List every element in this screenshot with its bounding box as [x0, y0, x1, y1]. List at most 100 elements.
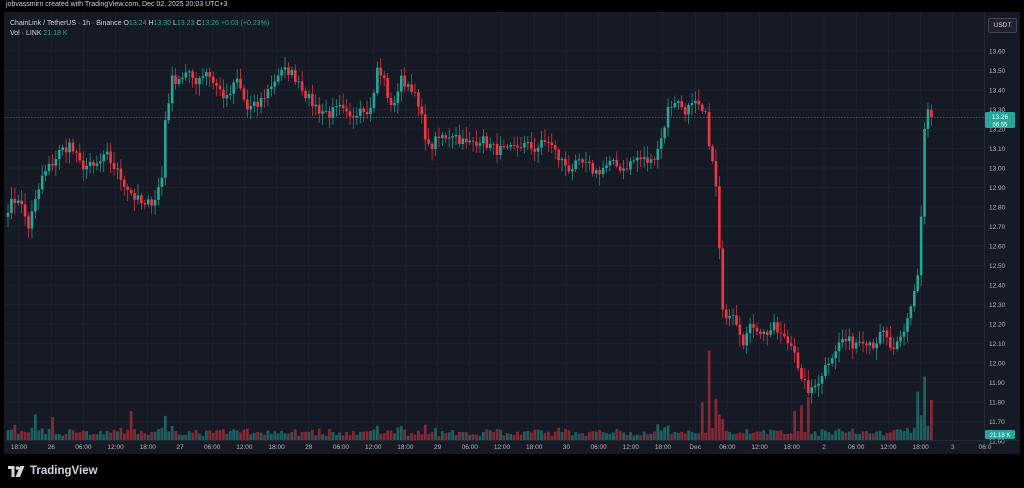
- volume-bar: [109, 432, 112, 440]
- candle-body: [317, 104, 321, 114]
- volume-bar: [369, 431, 372, 440]
- candle-body: [10, 198, 13, 213]
- volume-bar: [663, 427, 667, 440]
- volume-bar: [105, 430, 109, 440]
- candle-body: [235, 78, 239, 83]
- candle-body: [755, 327, 759, 332]
- volume-bar: [6, 430, 10, 440]
- candle-body: [789, 343, 793, 346]
- candle-body: [430, 143, 434, 149]
- candle-body: [400, 75, 403, 92]
- volume-bar: [721, 418, 725, 440]
- candle-body: [263, 97, 266, 99]
- volume-bar: [399, 425, 403, 440]
- candle-body: [338, 104, 342, 107]
- volume-bar: [577, 433, 581, 440]
- price-tick-label: 13.10: [989, 146, 1006, 153]
- time-tick-label: 12:00: [236, 444, 253, 451]
- volume-bar: [191, 432, 195, 440]
- candle-body: [417, 92, 420, 107]
- volume-bar: [447, 432, 451, 440]
- volume-bar: [546, 431, 550, 440]
- candle-body: [191, 71, 194, 79]
- candle-body: [700, 104, 704, 112]
- tradingview-logo[interactable]: TradingView: [8, 465, 98, 477]
- candle-body: [834, 351, 837, 359]
- volume-bar: [57, 434, 61, 440]
- candle-body: [841, 338, 844, 343]
- volume-bar: [683, 433, 687, 440]
- candle-body: [242, 88, 246, 100]
- volume-bar: [23, 431, 27, 440]
- candle-body: [656, 148, 660, 160]
- volume-bar: [516, 431, 519, 440]
- candle-body: [170, 75, 174, 104]
- candle-body: [492, 143, 495, 145]
- price-tick-label: 12.60: [989, 243, 1006, 250]
- volume-bar: [694, 433, 697, 440]
- time-tick-label: 12:00: [751, 444, 768, 451]
- candle-body: [475, 141, 478, 146]
- candle-body: [622, 168, 625, 171]
- currency-button[interactable]: USDT: [988, 18, 1017, 33]
- volume-bar: [423, 424, 427, 440]
- candle-body: [293, 70, 297, 82]
- candle-body: [201, 76, 205, 79]
- candle-body: [420, 106, 424, 115]
- volume-bar: [75, 432, 78, 440]
- candle-body: [30, 211, 34, 229]
- volume-bar: [731, 434, 735, 440]
- volume-bar: [830, 434, 834, 440]
- volume-bar: [324, 435, 328, 440]
- volume-bar: [851, 428, 855, 440]
- volume-bar: [752, 432, 755, 440]
- candle-body: [564, 158, 567, 166]
- volume-bar: [27, 432, 30, 440]
- volume-bar: [632, 435, 636, 440]
- volume-bar: [741, 433, 745, 440]
- volume-bar: [133, 429, 136, 440]
- volume-bar: [51, 417, 54, 440]
- tradingview-logo-icon: [8, 465, 25, 477]
- time-tick-label: 06:00: [204, 444, 221, 451]
- candle-body: [677, 101, 680, 103]
- candle-body: [382, 75, 386, 79]
- candle-body: [229, 93, 232, 95]
- candle-body: [143, 203, 147, 205]
- time-tick-label: 18:00: [11, 444, 28, 451]
- volume-bar: [635, 434, 639, 440]
- volume-bar: [882, 435, 885, 440]
- candle-body: [283, 67, 287, 70]
- candle-body: [461, 138, 465, 144]
- candle-body: [153, 199, 157, 206]
- volume-bar: [143, 433, 147, 440]
- volume-bar: [902, 430, 906, 440]
- volume-bar: [269, 433, 273, 440]
- volume-bar: [806, 397, 810, 440]
- volume-bar: [427, 434, 431, 440]
- volume-bar: [358, 431, 362, 440]
- volume-bar: [765, 434, 769, 440]
- time-tick-label: 12:00: [494, 444, 511, 451]
- candle-body: [646, 157, 649, 163]
- candle-body: [20, 200, 23, 205]
- volume-bar: [711, 428, 714, 440]
- volume-bar: [464, 432, 468, 440]
- candle-body: [437, 136, 441, 138]
- volume-bar: [33, 414, 37, 440]
- candle-body: [54, 158, 58, 166]
- open-value: 13.24: [128, 20, 147, 27]
- volume-bar: [389, 430, 393, 440]
- price-tick-label: 12.40: [989, 282, 1006, 289]
- volume-bar: [745, 429, 749, 440]
- candle-body: [574, 160, 578, 170]
- volume-bar: [485, 429, 489, 440]
- credit-text: jobvassmirn created with TradingView.com…: [6, 1, 228, 8]
- volume-bar: [338, 432, 342, 440]
- candle-body: [858, 341, 861, 343]
- volume-bar: [499, 429, 502, 440]
- candle-body: [403, 75, 407, 87]
- candle-body: [287, 67, 290, 76]
- candle-body: [697, 100, 701, 105]
